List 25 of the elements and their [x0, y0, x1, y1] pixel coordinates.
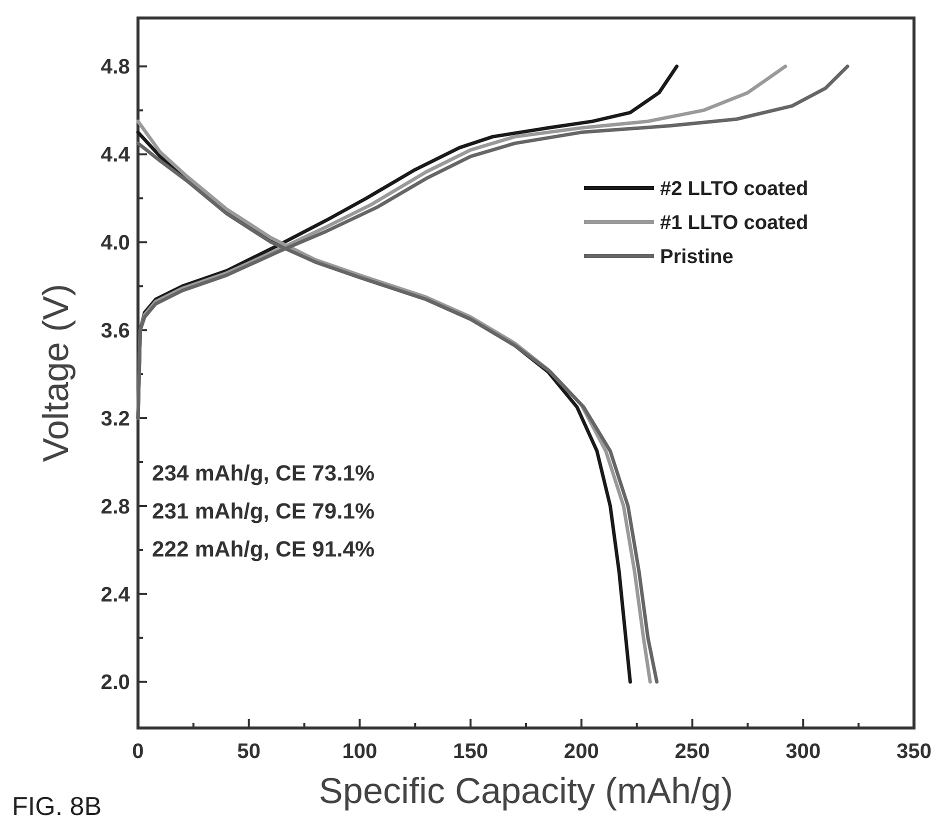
y-tick-label: 2.0 — [100, 671, 130, 694]
x-tick-label: 300 — [786, 740, 821, 763]
x-tick-label: 200 — [564, 740, 599, 763]
legend-label: Pristine — [660, 246, 734, 268]
x-axis-title: Specific Capacity (mAh/g) — [318, 770, 734, 811]
y-tick-label: 3.2 — [100, 407, 130, 430]
y-tick-label: 4.8 — [100, 56, 130, 79]
annotation: 234 mAh/g, CE 73.1% — [152, 460, 375, 486]
x-tick-label: 150 — [453, 740, 488, 763]
legend-label: #1 LLTO coated — [660, 212, 808, 234]
y-tick-label: 4.0 — [100, 232, 130, 255]
x-tick-label: 0 — [132, 740, 144, 763]
y-tick-label: 2.8 — [100, 495, 130, 518]
annotation: 231 mAh/g, CE 79.1% — [152, 498, 375, 524]
legend-label: #2 LLTO coated — [660, 178, 808, 200]
annotation: 222 mAh/g, CE 91.4% — [152, 536, 375, 562]
x-tick-label: 250 — [674, 740, 710, 763]
y-axis-title: Voltage (V) — [35, 284, 76, 462]
y-tick-label: 2.4 — [100, 583, 130, 606]
caption: FIG. 8B — [12, 791, 102, 821]
x-tick-label: 50 — [237, 740, 261, 763]
x-tick-label: 350 — [896, 740, 932, 763]
y-tick-label: 3.6 — [100, 319, 130, 342]
x-tick-label: 100 — [342, 740, 378, 763]
y-tick-label: 4.4 — [100, 144, 130, 167]
